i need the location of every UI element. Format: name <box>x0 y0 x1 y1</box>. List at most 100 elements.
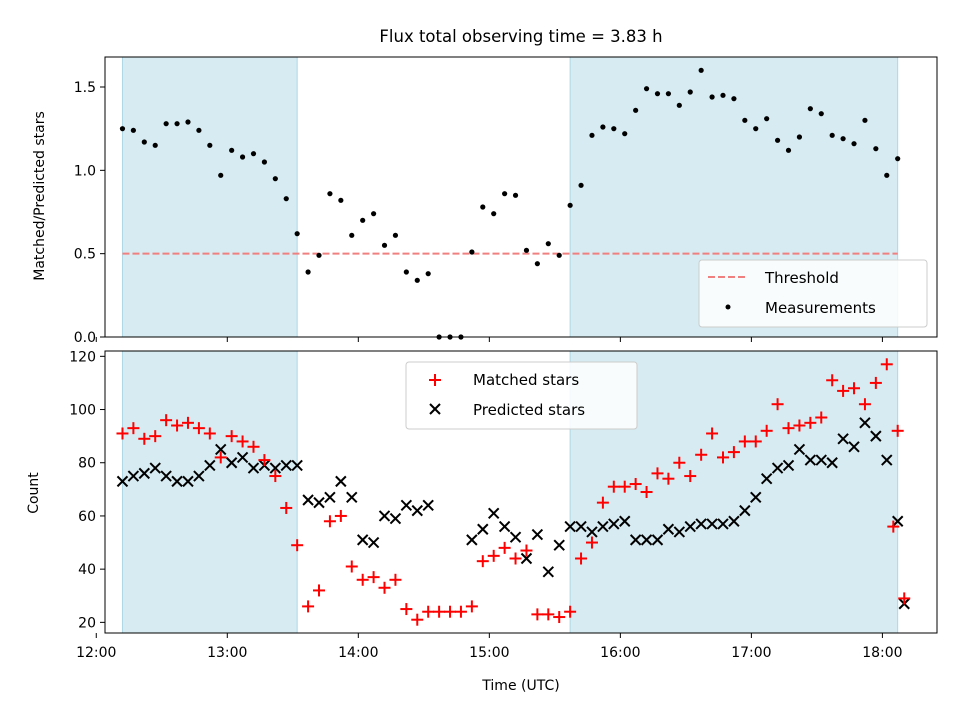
matched-star-marker <box>673 456 686 469</box>
measurement-point <box>250 151 257 157</box>
matched-star-marker <box>476 555 489 568</box>
predicted-star-marker <box>629 534 642 546</box>
matched-star-marker <box>520 544 533 557</box>
matched-star-marker <box>858 398 871 411</box>
top-y-axis-label: Matched/Predicted stars <box>32 111 48 281</box>
measurement-point <box>381 242 388 248</box>
measurement-point <box>491 211 497 217</box>
measurement-point <box>534 261 540 267</box>
predicted-star-marker <box>411 504 423 517</box>
measurement-point <box>185 119 191 125</box>
x-tick-label: 14:00 <box>338 645 378 661</box>
matched-star-marker <box>760 424 773 437</box>
predicted-star-marker <box>684 520 696 533</box>
y-tick-label: 120 <box>69 349 96 365</box>
y-tick-label: 60 <box>78 509 96 525</box>
matched-star-marker <box>575 552 588 565</box>
predicted-star-marker <box>269 462 282 474</box>
measurement-point <box>119 126 126 132</box>
predicted-star-marker <box>881 454 893 466</box>
matched-star-marker <box>749 435 762 448</box>
predicted-star-marker <box>215 443 227 456</box>
predicted-star-marker <box>324 491 336 504</box>
matched-star-marker <box>171 419 184 432</box>
measurement-point <box>687 89 693 95</box>
y-tick-label: 40 <box>78 562 96 578</box>
bottom-legend: Matched stars Predicted stars <box>405 361 638 430</box>
measurement-point <box>589 132 595 138</box>
matched-star-marker <box>465 600 478 613</box>
predicted-star-marker <box>346 491 358 504</box>
top-legend: Threshold Measurements <box>698 259 928 328</box>
top-axes-frame <box>104 56 938 338</box>
predicted-star-marker <box>619 515 631 527</box>
measurement-point <box>523 247 530 253</box>
measurements-legend-label: Measurements <box>765 299 876 317</box>
predicted-star-marker <box>302 494 314 506</box>
predicted-star-marker <box>225 457 238 469</box>
measurement-point <box>742 117 748 123</box>
matched-star-marker <box>378 581 391 594</box>
matched-star-markers <box>116 358 911 626</box>
predicted-star-marker <box>891 515 904 527</box>
predicted-star-marker <box>553 539 565 551</box>
predicted-star-markers <box>116 417 910 610</box>
predicted-star-marker <box>564 520 576 533</box>
predicted-star-marker <box>826 457 838 469</box>
x-axis-label: Time (UTC) <box>481 678 559 694</box>
measurement-point <box>152 142 158 148</box>
matched-star-marker <box>454 605 467 618</box>
matched-star-marker <box>837 384 850 397</box>
matched-star-marker <box>727 446 740 459</box>
measurement-point <box>425 271 431 277</box>
measurement-point <box>207 142 213 148</box>
measurement-point <box>633 107 639 113</box>
matched-star-marker <box>225 430 238 443</box>
matched-star-marker <box>629 478 642 491</box>
measurement-point <box>807 106 813 112</box>
matched-star-marker <box>345 560 358 573</box>
predicted-star-marker <box>848 441 860 453</box>
predicted-star-marker <box>717 518 729 530</box>
measurement-point <box>316 252 322 258</box>
bottom-panel: 20 40 60 80 100 120 12:00 13:00 14:00 15:00 16:00… <box>26 349 938 694</box>
matched-star-marker <box>662 472 675 485</box>
y-tick-label: 0.5 <box>74 247 96 263</box>
matched-star-marker <box>804 416 817 429</box>
predicted-star-marker <box>695 518 707 530</box>
measurement-point <box>840 136 846 142</box>
x-tick-label: 15:00 <box>469 645 509 661</box>
bottom-axes-frame <box>104 350 938 634</box>
predicted-star-marker <box>171 475 183 488</box>
matched-star-marker <box>291 539 304 552</box>
top-x-ticks <box>95 337 883 342</box>
bottom-y-axis-label: Count <box>26 472 42 514</box>
y-tick-label: 0.0 <box>74 330 96 346</box>
predicted-star-marker <box>815 454 827 466</box>
predicted-star-marker <box>236 451 249 464</box>
measurement-point <box>862 117 868 123</box>
measurement-point <box>611 126 617 132</box>
matched-star-marker <box>323 515 336 528</box>
measurement-point <box>851 141 857 147</box>
matched-star-marker <box>498 541 511 554</box>
predicted-star-marker <box>542 566 555 578</box>
matched-star-marker <box>214 451 227 464</box>
measurement-point <box>884 172 890 178</box>
matched-legend-label: Matched stars <box>473 371 579 389</box>
matched-star-marker <box>389 573 402 586</box>
measurement-point <box>753 126 759 132</box>
predicted-star-marker <box>837 433 849 445</box>
matched-star-marker <box>400 603 413 616</box>
measurement-point <box>327 191 333 197</box>
predicted-star-marker <box>356 534 369 546</box>
y-tick-label: 1.5 <box>74 80 96 96</box>
bottom-observing-intervals <box>121 350 899 634</box>
matched-star-marker <box>596 496 609 509</box>
measurement-point <box>567 202 573 208</box>
measurement-points <box>119 67 901 340</box>
predicted-star-marker <box>280 459 292 472</box>
measurement-point <box>272 176 278 182</box>
predicted-star-marker <box>422 499 434 512</box>
